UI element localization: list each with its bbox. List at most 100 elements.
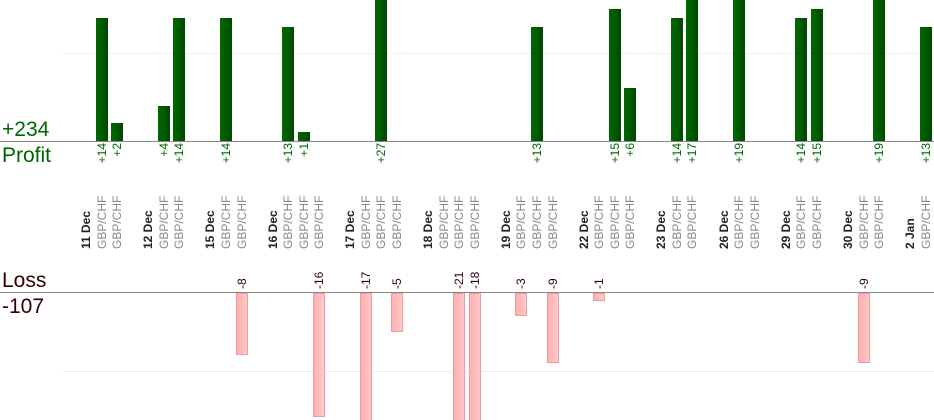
profit-bar bbox=[733, 0, 746, 141]
pair-label: GBP/CHF bbox=[390, 195, 404, 249]
loss-bar bbox=[515, 293, 528, 317]
profit-bar bbox=[375, 0, 388, 141]
loss-value-label: -16 bbox=[312, 271, 327, 289]
profit-value-label: +27 bbox=[374, 143, 389, 164]
date-label: 15 Dec bbox=[203, 210, 218, 249]
profit-label: Profit bbox=[2, 144, 52, 167]
profit-bar bbox=[873, 0, 886, 141]
profit-value-label: +2 bbox=[110, 143, 125, 157]
pair-label: GBP/CHF bbox=[312, 195, 327, 249]
date-label: 30 Dec bbox=[840, 210, 855, 249]
loss-bar bbox=[546, 293, 559, 363]
profit-bar bbox=[111, 123, 124, 141]
profit-value-label: +4 bbox=[156, 143, 171, 157]
date-label: 22 Dec bbox=[576, 210, 591, 249]
loss-label: Loss bbox=[2, 269, 47, 292]
profit-value-label: +14 bbox=[172, 143, 187, 164]
profit-bar bbox=[530, 26, 543, 141]
pair-label: GBP/CHF bbox=[669, 195, 684, 249]
pair-label: GBP/CHF bbox=[436, 195, 451, 249]
profit-bar bbox=[173, 17, 186, 141]
profit-bar bbox=[282, 26, 295, 141]
loss-value-label: -3 bbox=[514, 278, 529, 289]
loss-value-label: -8 bbox=[234, 278, 249, 289]
pair-label: GBP/CHF bbox=[545, 195, 560, 249]
pair-label: GBP/CHF bbox=[172, 195, 187, 249]
profit-bar bbox=[810, 9, 823, 141]
loss-value-label: -9 bbox=[856, 278, 871, 289]
profit-value-label: +15 bbox=[809, 143, 824, 164]
profit-value-label: +1 bbox=[296, 143, 311, 157]
pair-label: GBP/CHF bbox=[452, 195, 467, 249]
date-label: 17 Dec bbox=[343, 210, 358, 249]
profit-value-label: +6 bbox=[623, 143, 638, 157]
pair-label: GBP/CHF bbox=[296, 195, 311, 249]
date-label: 12 Dec bbox=[141, 210, 156, 249]
loss-bar bbox=[313, 293, 326, 417]
pair-label: GBP/CHF bbox=[607, 195, 622, 249]
pair-label: GBP/CHF bbox=[809, 195, 824, 249]
pair-label: GBP/CHF bbox=[747, 195, 762, 249]
profit-value-label: +13 bbox=[918, 143, 933, 164]
date-label: 29 Dec bbox=[778, 210, 793, 249]
pair-label: GBP/CHF bbox=[358, 195, 373, 249]
loss-bar bbox=[468, 293, 481, 420]
loss-bar bbox=[593, 293, 606, 301]
loss-bar bbox=[453, 293, 466, 420]
profit-bar bbox=[686, 0, 699, 141]
profit-value-label: +19 bbox=[732, 143, 747, 164]
loss-value-label: -18 bbox=[467, 271, 482, 289]
loss-bar bbox=[857, 293, 870, 363]
profit-bar bbox=[157, 105, 170, 141]
loss-gridline bbox=[63, 371, 934, 372]
profit-value-label: +14 bbox=[218, 143, 233, 164]
profit-bar bbox=[795, 17, 808, 141]
pair-label: GBP/CHF bbox=[156, 195, 171, 249]
pair-label: GBP/CHF bbox=[110, 195, 125, 249]
profit-bar bbox=[219, 17, 232, 141]
pair-label: GBP/CHF bbox=[94, 195, 109, 249]
profit-value-label: +15 bbox=[607, 143, 622, 164]
pair-label: GBP/CHF bbox=[794, 195, 809, 249]
profit-value-label: +17 bbox=[685, 143, 700, 164]
loss-bar bbox=[235, 293, 248, 355]
pair-label: GBP/CHF bbox=[374, 195, 389, 249]
pair-label: GBP/CHF bbox=[732, 195, 747, 249]
date-label: 2 Jan bbox=[903, 218, 918, 249]
profit-bar bbox=[297, 132, 310, 141]
profit-value-label: +14 bbox=[94, 143, 109, 164]
loss-value-label: -17 bbox=[358, 271, 373, 289]
profit-total: +234 bbox=[2, 118, 50, 141]
loss-value-label: -21 bbox=[452, 271, 467, 289]
profit-bar bbox=[670, 17, 683, 141]
date-label: 26 Dec bbox=[716, 210, 731, 249]
pair-label: GBP/CHF bbox=[514, 195, 529, 249]
pair-label: GBP/CHF bbox=[592, 195, 607, 249]
profit-gridline bbox=[63, 53, 934, 54]
profit-bar bbox=[919, 26, 932, 141]
date-label: 16 Dec bbox=[265, 210, 280, 249]
loss-bar bbox=[391, 293, 403, 332]
pair-label: GBP/CHF bbox=[623, 195, 638, 249]
profit-bar bbox=[95, 17, 108, 141]
profit-baseline bbox=[0, 141, 934, 142]
pair-label: GBP/CHF bbox=[218, 195, 233, 249]
pair-label: GBP/CHF bbox=[856, 195, 871, 249]
pair-label: GBP/CHF bbox=[529, 195, 544, 249]
profit-value-label: +13 bbox=[281, 143, 296, 164]
loss-value-label: -1 bbox=[592, 278, 607, 289]
date-label: 23 Dec bbox=[654, 210, 669, 249]
date-label: 19 Dec bbox=[498, 210, 513, 249]
profit-bar bbox=[608, 9, 621, 141]
date-label: 11 Dec bbox=[79, 210, 93, 249]
loss-value-label: -5 bbox=[390, 278, 404, 289]
loss-baseline bbox=[0, 292, 934, 293]
pair-label: GBP/CHF bbox=[685, 195, 700, 249]
loss-value-label: -9 bbox=[545, 278, 560, 289]
pair-label: GBP/CHF bbox=[918, 195, 933, 249]
profit-bar bbox=[624, 88, 637, 141]
pair-label: GBP/CHF bbox=[467, 195, 482, 249]
pair-label: GBP/CHF bbox=[281, 195, 296, 249]
pair-label: GBP/CHF bbox=[872, 195, 887, 249]
